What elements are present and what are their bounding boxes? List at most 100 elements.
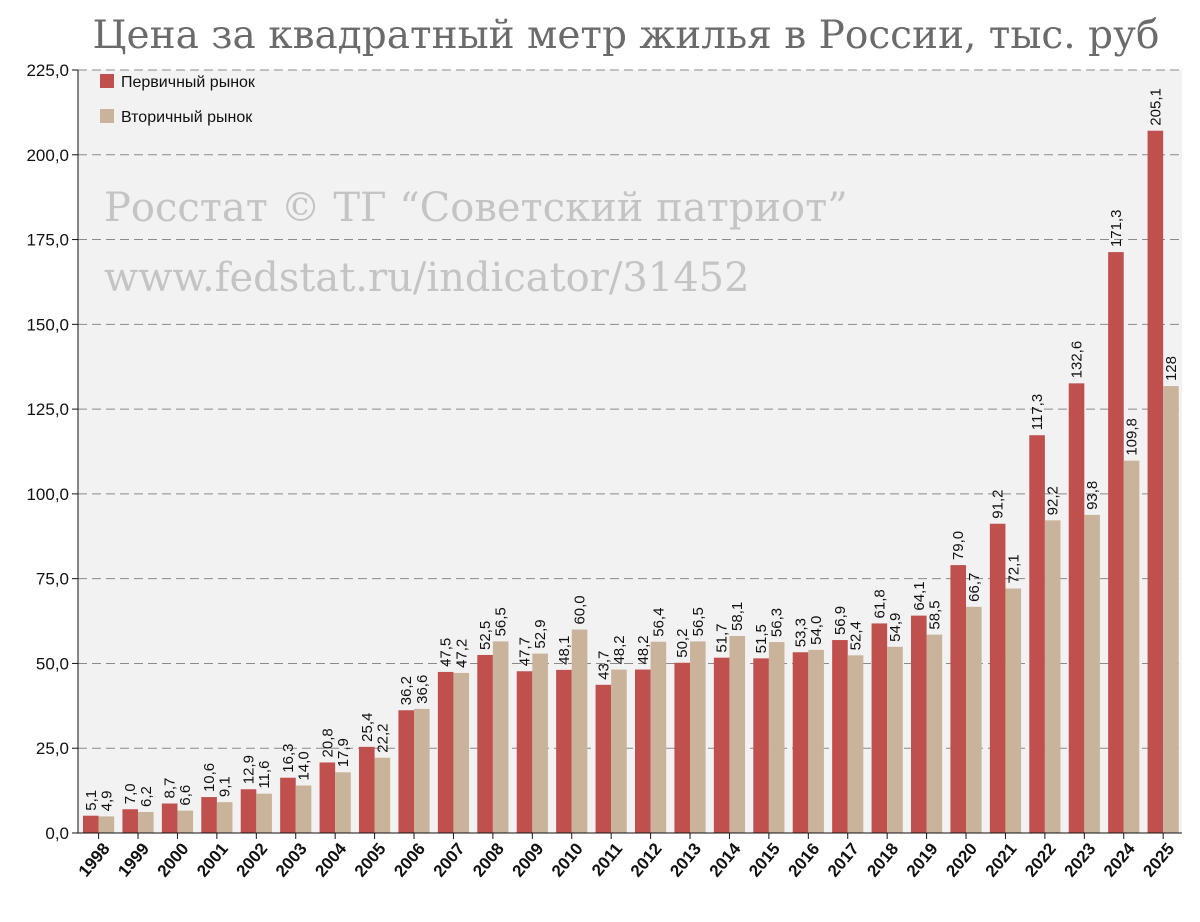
- x-tick-label: 2021: [982, 839, 1021, 880]
- y-tick-label: 25,0: [36, 739, 69, 758]
- data-label: 92,2: [1045, 486, 1062, 515]
- y-tick-label: 100,0: [26, 485, 69, 504]
- bar-primary: [911, 615, 927, 833]
- data-label: 43,7: [595, 651, 612, 680]
- bar-secondary: [138, 811, 154, 833]
- x-tick-label: 2005: [351, 839, 390, 880]
- bar-primary: [556, 669, 572, 833]
- bar-secondary: [256, 793, 272, 833]
- data-label: 36,6: [414, 675, 431, 704]
- x-tick-label: 2018: [863, 839, 902, 880]
- bar-primary: [989, 523, 1006, 833]
- bar-primary: [359, 746, 375, 833]
- bar-secondary: [216, 802, 233, 833]
- data-label: 10,6: [201, 763, 218, 792]
- legend-swatch-secondary: [100, 109, 114, 123]
- bar-primary: [1068, 383, 1085, 833]
- y-tick-label: 150,0: [26, 315, 69, 334]
- gridlines: [78, 69, 1182, 749]
- bar-secondary: [1044, 520, 1061, 833]
- bar-secondary: [335, 772, 351, 833]
- data-label: 79,0: [950, 531, 967, 560]
- bar-secondary: [453, 672, 470, 833]
- x-tick-label: 2024: [1100, 839, 1139, 881]
- bar-primary: [477, 654, 493, 833]
- data-label: 56,4: [650, 608, 667, 637]
- data-label: 64,1: [911, 581, 928, 610]
- y-tick-label: 175,0: [26, 231, 69, 250]
- y-tick-label: 125,0: [26, 400, 69, 419]
- bar-primary: [753, 658, 769, 833]
- bar-primary: [240, 789, 257, 833]
- bar-primary: [437, 671, 454, 833]
- data-label: 6,6: [177, 785, 194, 806]
- bar-secondary: [611, 669, 627, 833]
- x-tick-label: 2009: [509, 839, 548, 880]
- bar-secondary: [492, 641, 509, 833]
- x-tick-label: 2001: [193, 839, 232, 880]
- data-label: 61,8: [871, 589, 888, 618]
- bars: 5,14,9 7,06,2 8,76,6 10,69,1 12,911,6 16,314,…: [83, 88, 1180, 834]
- x-tick-label: 2020: [942, 839, 981, 880]
- x-tick-label: 2002: [233, 839, 272, 880]
- x-tick-label: 2011: [588, 839, 626, 879]
- bar-secondary: [374, 757, 391, 833]
- x-tick-label: 2019: [903, 839, 942, 880]
- x-tick-label: 1998: [75, 839, 114, 880]
- data-label: 8,7: [162, 778, 179, 799]
- data-label: 17,9: [335, 738, 352, 767]
- data-label: 56,3: [769, 608, 786, 637]
- data-label: 25,4: [359, 713, 376, 742]
- bar-secondary: [98, 816, 115, 833]
- x-tick-label: 2025: [1139, 839, 1178, 880]
- legend-label-secondary: Вторичный рынок: [121, 109, 253, 126]
- watermark-line-1: Росстат © ТГ “Советский патриот”: [104, 185, 848, 231]
- x-tick-label: 2014: [706, 839, 745, 881]
- x-tick-label: 2012: [627, 839, 666, 880]
- bar-secondary: [650, 641, 667, 833]
- data-label: 132,6: [1069, 341, 1086, 379]
- bar-secondary: [729, 635, 746, 833]
- data-label: 58,1: [729, 602, 746, 631]
- x-tick-label: 1999: [114, 839, 153, 880]
- x-tick-label: 2010: [548, 839, 587, 880]
- data-label: 16,3: [280, 744, 297, 773]
- y-tick-label: 200,0: [26, 146, 69, 165]
- data-label: 60,0: [572, 595, 589, 624]
- x-axis: 1998 1999 2000 2001 2002 2003 2004 2005 2006 2007…: [75, 832, 1182, 881]
- data-label: 47,5: [438, 638, 455, 667]
- data-label: 56,5: [493, 607, 510, 636]
- x-tick-label: 2003: [272, 839, 311, 880]
- data-label: 93,8: [1084, 481, 1101, 510]
- legend-label-primary: Первичный рынок: [121, 74, 256, 91]
- x-tick-label: 2000: [154, 839, 193, 880]
- data-label: 51,7: [714, 623, 731, 652]
- bar-secondary: [1005, 588, 1022, 833]
- bar-primary: [83, 815, 99, 833]
- data-label: 54,0: [808, 616, 825, 645]
- data-label: 52,5: [477, 621, 494, 650]
- bar-primary: [319, 762, 336, 833]
- data-label: 48,2: [611, 635, 628, 664]
- legend: Первичный рынок Вторичный рынок: [100, 74, 256, 126]
- bar-secondary: [847, 655, 864, 833]
- bar-primary: [161, 803, 178, 833]
- y-tick-label: 75,0: [36, 570, 69, 589]
- data-label: 171,3: [1108, 210, 1125, 248]
- x-tick-label: 2007: [430, 839, 469, 880]
- bar-secondary: [926, 634, 943, 833]
- bar-primary: [871, 623, 888, 833]
- data-label: 53,3: [793, 618, 810, 647]
- bar-secondary: [295, 785, 312, 833]
- data-label: 14,0: [296, 751, 313, 780]
- x-tick-label: 2023: [1061, 839, 1100, 880]
- bar-secondary: [887, 646, 903, 833]
- bar-primary: [516, 671, 533, 833]
- bar-secondary: [808, 649, 824, 833]
- data-label: 6,2: [138, 786, 155, 807]
- data-label: 91,2: [990, 490, 1007, 519]
- data-label: 48,2: [635, 635, 652, 664]
- x-tick-label: 2008: [469, 839, 508, 880]
- data-label: 56,9: [832, 606, 849, 635]
